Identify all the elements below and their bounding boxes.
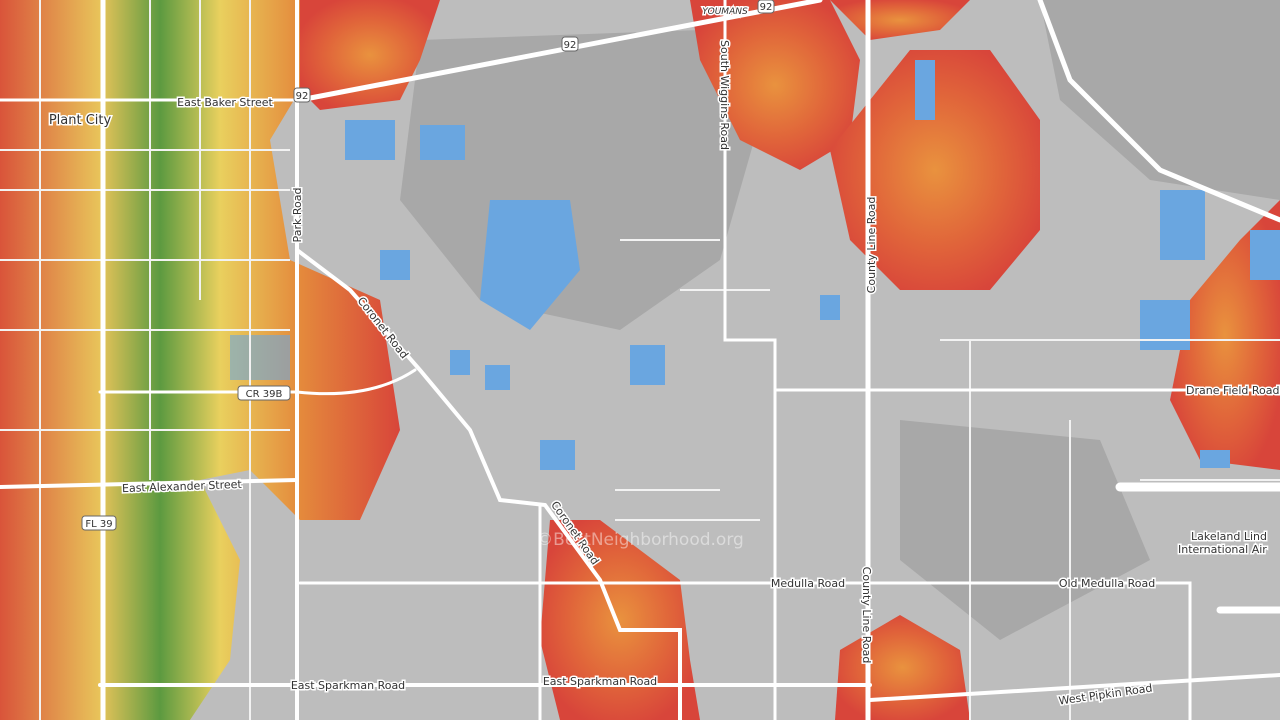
road-label: East Baker Street bbox=[177, 96, 273, 109]
road-label: East Sparkman Road bbox=[543, 675, 657, 688]
shield-label: 92 bbox=[760, 2, 773, 13]
shield-label: 92 bbox=[296, 91, 309, 102]
place-label: Plant City bbox=[49, 113, 112, 128]
place-label: International Air bbox=[1178, 543, 1267, 556]
road-label: YOUMANS bbox=[702, 7, 748, 17]
route-shield bbox=[757, 0, 775, 14]
place-label: Lakeland Lind bbox=[1191, 530, 1267, 543]
shield-label: 92 bbox=[564, 40, 577, 51]
route-shield bbox=[237, 385, 291, 401]
shield-label: FL 39 bbox=[85, 519, 112, 530]
road-label: County Line Road bbox=[860, 567, 873, 664]
route-shield bbox=[81, 515, 117, 531]
road-label: Park Road bbox=[291, 188, 304, 243]
route-shield bbox=[561, 36, 579, 52]
road-label: South Wiggins Road bbox=[718, 40, 731, 150]
road-label: Medulla Road bbox=[771, 577, 845, 590]
road-label: Drane Field Road bbox=[1186, 384, 1279, 397]
road-label: East Sparkman Road bbox=[291, 679, 405, 692]
route-shield bbox=[293, 87, 311, 103]
road-label: East Alexander Street bbox=[122, 478, 243, 495]
shield-label: CR 39B bbox=[246, 389, 283, 400]
watermark: ©BestNeighborhood.org bbox=[536, 530, 744, 550]
road-label: Old Medulla Road bbox=[1059, 577, 1155, 590]
road-label: County Line Road bbox=[865, 197, 878, 294]
water bbox=[230, 60, 1280, 470]
